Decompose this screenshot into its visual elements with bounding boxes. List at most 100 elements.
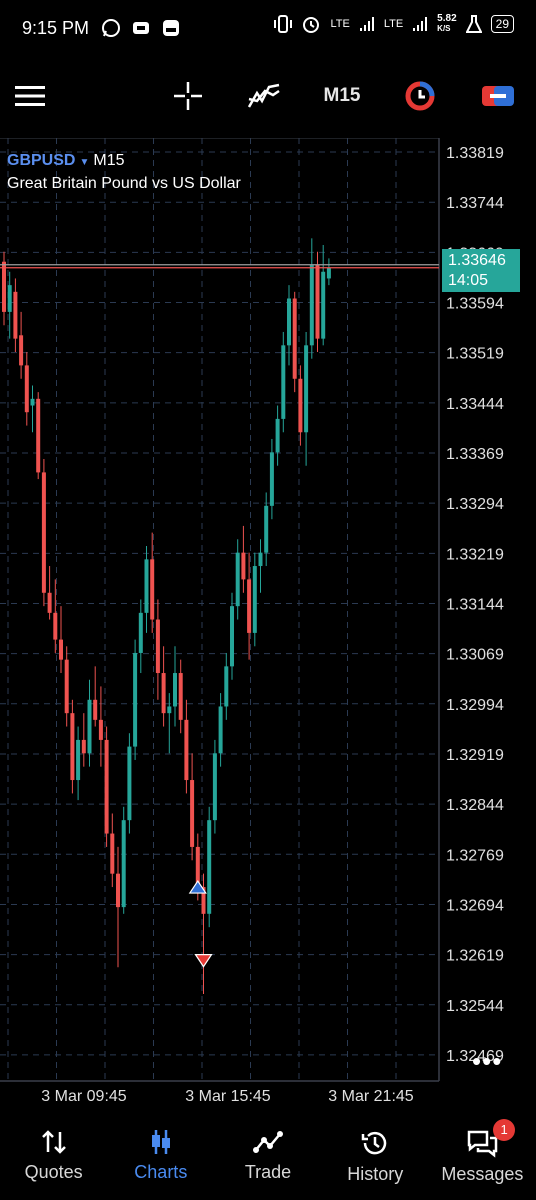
nav-charts-label: Charts [134, 1162, 188, 1182]
messages-badge: 1 [493, 1119, 516, 1141]
lte-1-label: LTE [330, 18, 350, 30]
y-tick-label: 1.32919 [446, 747, 504, 764]
symbol-header[interactable]: GBPUSD ▼ M15 [7, 152, 124, 170]
objects-icon [405, 81, 435, 111]
candle-body [110, 833, 115, 874]
battery-level: 29 [490, 15, 514, 33]
candle-body [287, 298, 291, 346]
app-icon [163, 20, 180, 36]
nav-charts[interactable]: Charts [107, 1116, 214, 1200]
y-tick-label: 1.33069 [446, 647, 504, 664]
current-price: 1.33646 [448, 252, 506, 269]
candle-body [30, 398, 35, 406]
nav-trade-label: Trade [244, 1162, 292, 1182]
one-click-trade-button[interactable] [480, 78, 516, 114]
symbol-dropdown-icon[interactable]: ▼ [79, 157, 90, 168]
crosshair-icon [174, 82, 202, 110]
y-tick-label: 1.32769 [446, 847, 504, 864]
chart-area[interactable]: 1.338191.337441.336691.335941.335191.334… [0, 138, 536, 1110]
candle-body [309, 265, 314, 346]
notification-icons [101, 18, 181, 38]
candle-body [116, 873, 120, 908]
candle-body [70, 713, 75, 781]
timeframe-label: M15 [323, 85, 361, 106]
candle-body [201, 887, 206, 914]
hamburger-icon [15, 86, 45, 106]
candle-body [264, 505, 269, 553]
nav-quotes[interactable]: Quotes [0, 1116, 107, 1200]
candle-body [269, 452, 274, 506]
candle-body [190, 780, 195, 847]
y-tick-label: 1.33369 [446, 446, 504, 463]
nav-messages-label: Messages [441, 1164, 524, 1184]
candle-body [298, 378, 303, 433]
candle-body [321, 271, 326, 339]
candle-body [133, 652, 138, 747]
candle-body [64, 659, 69, 714]
candle-body [275, 418, 280, 453]
candle-body [195, 846, 200, 888]
candle-body [2, 261, 6, 312]
candle-body [7, 285, 12, 312]
candle-body [98, 719, 103, 740]
nav-messages[interactable]: 1 Messages [429, 1116, 536, 1200]
candle-body [161, 673, 166, 714]
charts-icon [151, 1130, 170, 1154]
one-click-trade-icon [482, 86, 514, 106]
more-options-button[interactable]: ••• [472, 1046, 503, 1076]
candle-body [224, 666, 229, 707]
candle-body [36, 398, 41, 473]
objects-button[interactable] [402, 78, 438, 114]
whatsapp-icon [102, 19, 121, 37]
candle-body [19, 335, 24, 366]
y-tick-label: 1.32469 [446, 1048, 504, 1065]
candle-body [258, 552, 263, 567]
nav-history-label: History [347, 1164, 404, 1184]
candle-body [150, 559, 155, 620]
timeframe-button[interactable]: M15 [318, 78, 366, 114]
candle-body [87, 699, 92, 754]
x-tick-label: 3 Mar 21:45 [328, 1088, 413, 1105]
nav-trade[interactable]: Trade [214, 1116, 321, 1200]
y-tick-label: 1.33219 [446, 546, 504, 563]
candle-body [76, 739, 81, 781]
candle-body [53, 612, 58, 640]
sell-arrow [194, 954, 213, 968]
candle-body [104, 739, 109, 834]
signal-2-icon [413, 17, 428, 31]
price-chart[interactable]: 1.338191.337441.336691.335941.335191.334… [0, 138, 536, 1110]
candle-body [218, 706, 223, 754]
history-icon [361, 1131, 387, 1155]
candle-body [241, 552, 246, 580]
candle-body [235, 552, 240, 607]
candle-body [207, 820, 212, 914]
y-tick-label: 1.32544 [446, 998, 504, 1015]
indicators-button[interactable] [246, 78, 282, 114]
candle-body [138, 612, 143, 653]
y-tick-label: 1.33294 [446, 496, 504, 513]
status-time: 9:15 PM [22, 17, 90, 38]
vibrate-icon [274, 15, 293, 33]
y-tick-label: 1.32619 [446, 948, 504, 965]
messages-icon [468, 1130, 498, 1158]
candle-body [292, 298, 297, 379]
candle-body [81, 739, 86, 754]
bottom-navigation: Quotes Charts Trade History 1 Messages [0, 1116, 536, 1200]
candle-body [47, 592, 52, 613]
candle-body [167, 706, 172, 714]
candle-body [252, 566, 257, 633]
crosshair-button[interactable] [170, 78, 206, 114]
symbol-name[interactable]: GBPUSD [7, 152, 76, 169]
status-bar: 9:15 PM LTE LTE 5.82 K/S 29 [0, 0, 536, 56]
alarm-icon [303, 17, 320, 33]
symbol-description: Great Britain Pound vs US Dollar [7, 175, 241, 192]
candle-body [281, 345, 286, 419]
lte-2-label: LTE [383, 18, 404, 30]
current-price-tag: 1.33646 14:05 [442, 249, 520, 292]
y-tick-label: 1.33444 [446, 396, 504, 413]
nav-history[interactable]: History [322, 1116, 429, 1200]
y-tick-label: 1.33144 [446, 596, 504, 613]
candle-body [184, 719, 189, 781]
y-tick-label: 1.32694 [446, 897, 504, 914]
menu-button[interactable] [14, 78, 46, 114]
